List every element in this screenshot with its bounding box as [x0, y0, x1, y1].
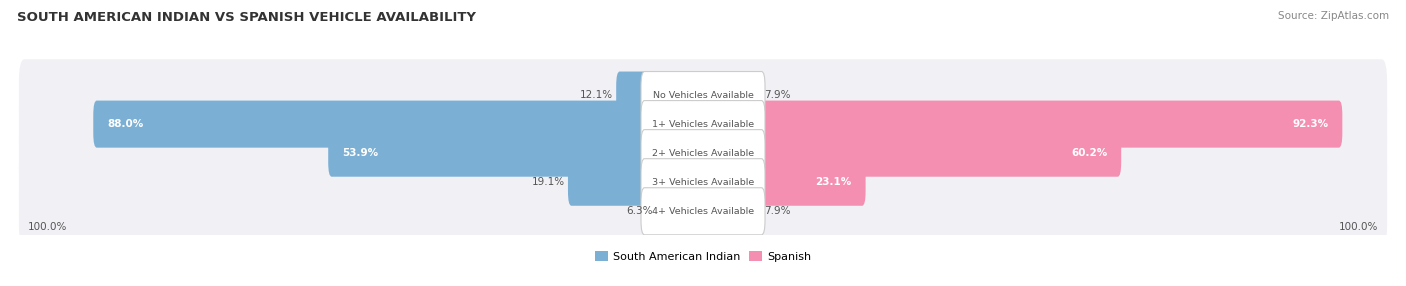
Text: 53.9%: 53.9%: [342, 148, 378, 158]
Text: 6.3%: 6.3%: [626, 206, 652, 216]
FancyBboxPatch shape: [758, 159, 866, 206]
FancyBboxPatch shape: [18, 146, 1388, 218]
FancyBboxPatch shape: [93, 101, 648, 148]
FancyBboxPatch shape: [18, 88, 1388, 160]
Text: No Vehicles Available: No Vehicles Available: [652, 91, 754, 100]
FancyBboxPatch shape: [328, 130, 648, 177]
FancyBboxPatch shape: [758, 101, 1343, 148]
Legend: South American Indian, Spanish: South American Indian, Spanish: [595, 251, 811, 262]
FancyBboxPatch shape: [568, 159, 648, 206]
Text: 88.0%: 88.0%: [107, 119, 143, 129]
Text: 92.3%: 92.3%: [1292, 119, 1329, 129]
Text: 2+ Vehicles Available: 2+ Vehicles Available: [652, 149, 754, 158]
FancyBboxPatch shape: [18, 59, 1388, 131]
FancyBboxPatch shape: [641, 72, 765, 119]
FancyBboxPatch shape: [18, 176, 1388, 247]
Text: 100.0%: 100.0%: [1339, 222, 1378, 232]
Text: 3+ Vehicles Available: 3+ Vehicles Available: [652, 178, 754, 187]
Text: 1+ Vehicles Available: 1+ Vehicles Available: [652, 120, 754, 129]
Text: 23.1%: 23.1%: [815, 177, 852, 187]
FancyBboxPatch shape: [616, 72, 648, 119]
Text: 100.0%: 100.0%: [28, 222, 67, 232]
Text: 60.2%: 60.2%: [1071, 148, 1108, 158]
Text: 7.9%: 7.9%: [765, 206, 790, 216]
FancyBboxPatch shape: [641, 188, 765, 235]
FancyBboxPatch shape: [641, 130, 765, 177]
FancyBboxPatch shape: [758, 130, 1121, 177]
Text: SOUTH AMERICAN INDIAN VS SPANISH VEHICLE AVAILABILITY: SOUTH AMERICAN INDIAN VS SPANISH VEHICLE…: [17, 11, 475, 24]
Text: 12.1%: 12.1%: [579, 90, 613, 100]
Text: 4+ Vehicles Available: 4+ Vehicles Available: [652, 207, 754, 216]
FancyBboxPatch shape: [641, 101, 765, 148]
Text: Source: ZipAtlas.com: Source: ZipAtlas.com: [1278, 11, 1389, 21]
FancyBboxPatch shape: [641, 159, 765, 206]
Text: 7.9%: 7.9%: [765, 90, 790, 100]
FancyBboxPatch shape: [18, 118, 1388, 189]
Text: 19.1%: 19.1%: [531, 177, 565, 187]
